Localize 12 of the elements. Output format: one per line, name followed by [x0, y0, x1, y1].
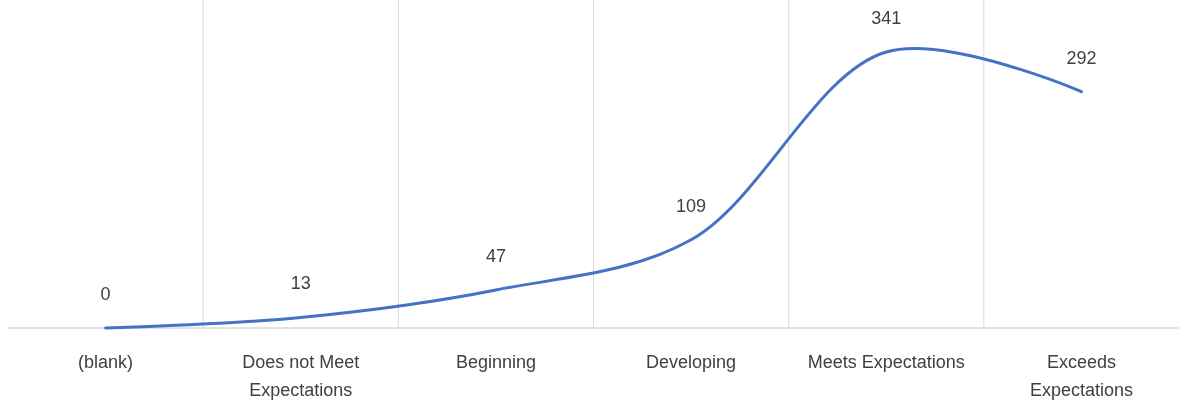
data-label: 341: [871, 8, 902, 28]
data-label: 292: [1066, 47, 1097, 68]
data-label: 13: [290, 273, 311, 294]
x-tick-label: Exceeds Expectations: [1029, 352, 1133, 400]
x-tick-label: Beginning: [455, 352, 536, 372]
x-tick-label: Developing: [646, 352, 737, 372]
data-label: 0: [100, 284, 111, 304]
x-tick-label: Meets Expectations: [807, 352, 965, 372]
x-tick-label: (blank): [78, 352, 134, 372]
data-label: 109: [676, 195, 707, 216]
data-label: 47: [485, 245, 506, 266]
x-tick-label: Does not Meet Expectations: [242, 352, 360, 400]
